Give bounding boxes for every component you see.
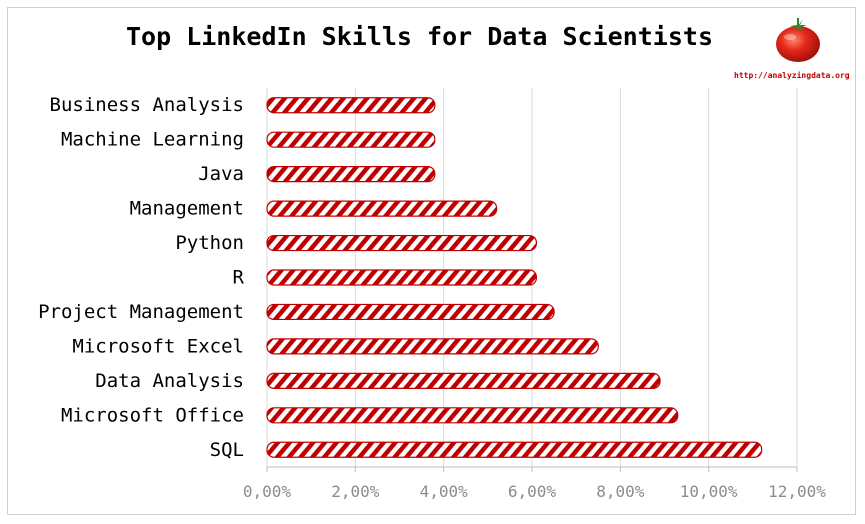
- bar: [266, 200, 498, 217]
- category-label: Microsoft Office: [61, 404, 244, 426]
- category-label: Management: [130, 198, 244, 220]
- x-tick-label: 0,00%: [243, 482, 292, 501]
- x-tick-label: 4,00%: [420, 482, 469, 501]
- category-label: R: [233, 267, 245, 289]
- bar: [266, 166, 436, 183]
- x-tick-label: 6,00%: [508, 482, 557, 501]
- source-url: http://analyzingdata.org: [734, 71, 850, 80]
- bar: [266, 131, 436, 148]
- bar: [266, 441, 763, 458]
- tomato-logo-icon: [776, 18, 820, 62]
- bar: [266, 338, 599, 355]
- category-label: Data Analysis: [95, 370, 244, 392]
- category-label: Microsoft Excel: [72, 335, 244, 357]
- category-label: Business Analysis: [50, 94, 244, 116]
- x-tick-label: 10,00%: [680, 482, 738, 501]
- chart-title: Top LinkedIn Skills for Data Scientists: [126, 22, 713, 51]
- chart-area: [7, 7, 856, 515]
- category-label: Project Management: [38, 301, 244, 323]
- bar: [266, 372, 661, 389]
- category-label: Machine Learning: [61, 129, 244, 151]
- category-label: SQL: [210, 439, 244, 461]
- bar: [266, 97, 436, 114]
- bar: [266, 269, 538, 286]
- bar: [266, 234, 538, 252]
- x-tick-label: 2,00%: [331, 482, 380, 501]
- x-tick-label: 8,00%: [596, 482, 645, 501]
- bar: [266, 303, 555, 321]
- category-label: Python: [175, 232, 244, 254]
- x-tick-label: 12,00%: [768, 482, 826, 501]
- category-label: Java: [198, 163, 244, 185]
- bar: [266, 407, 679, 424]
